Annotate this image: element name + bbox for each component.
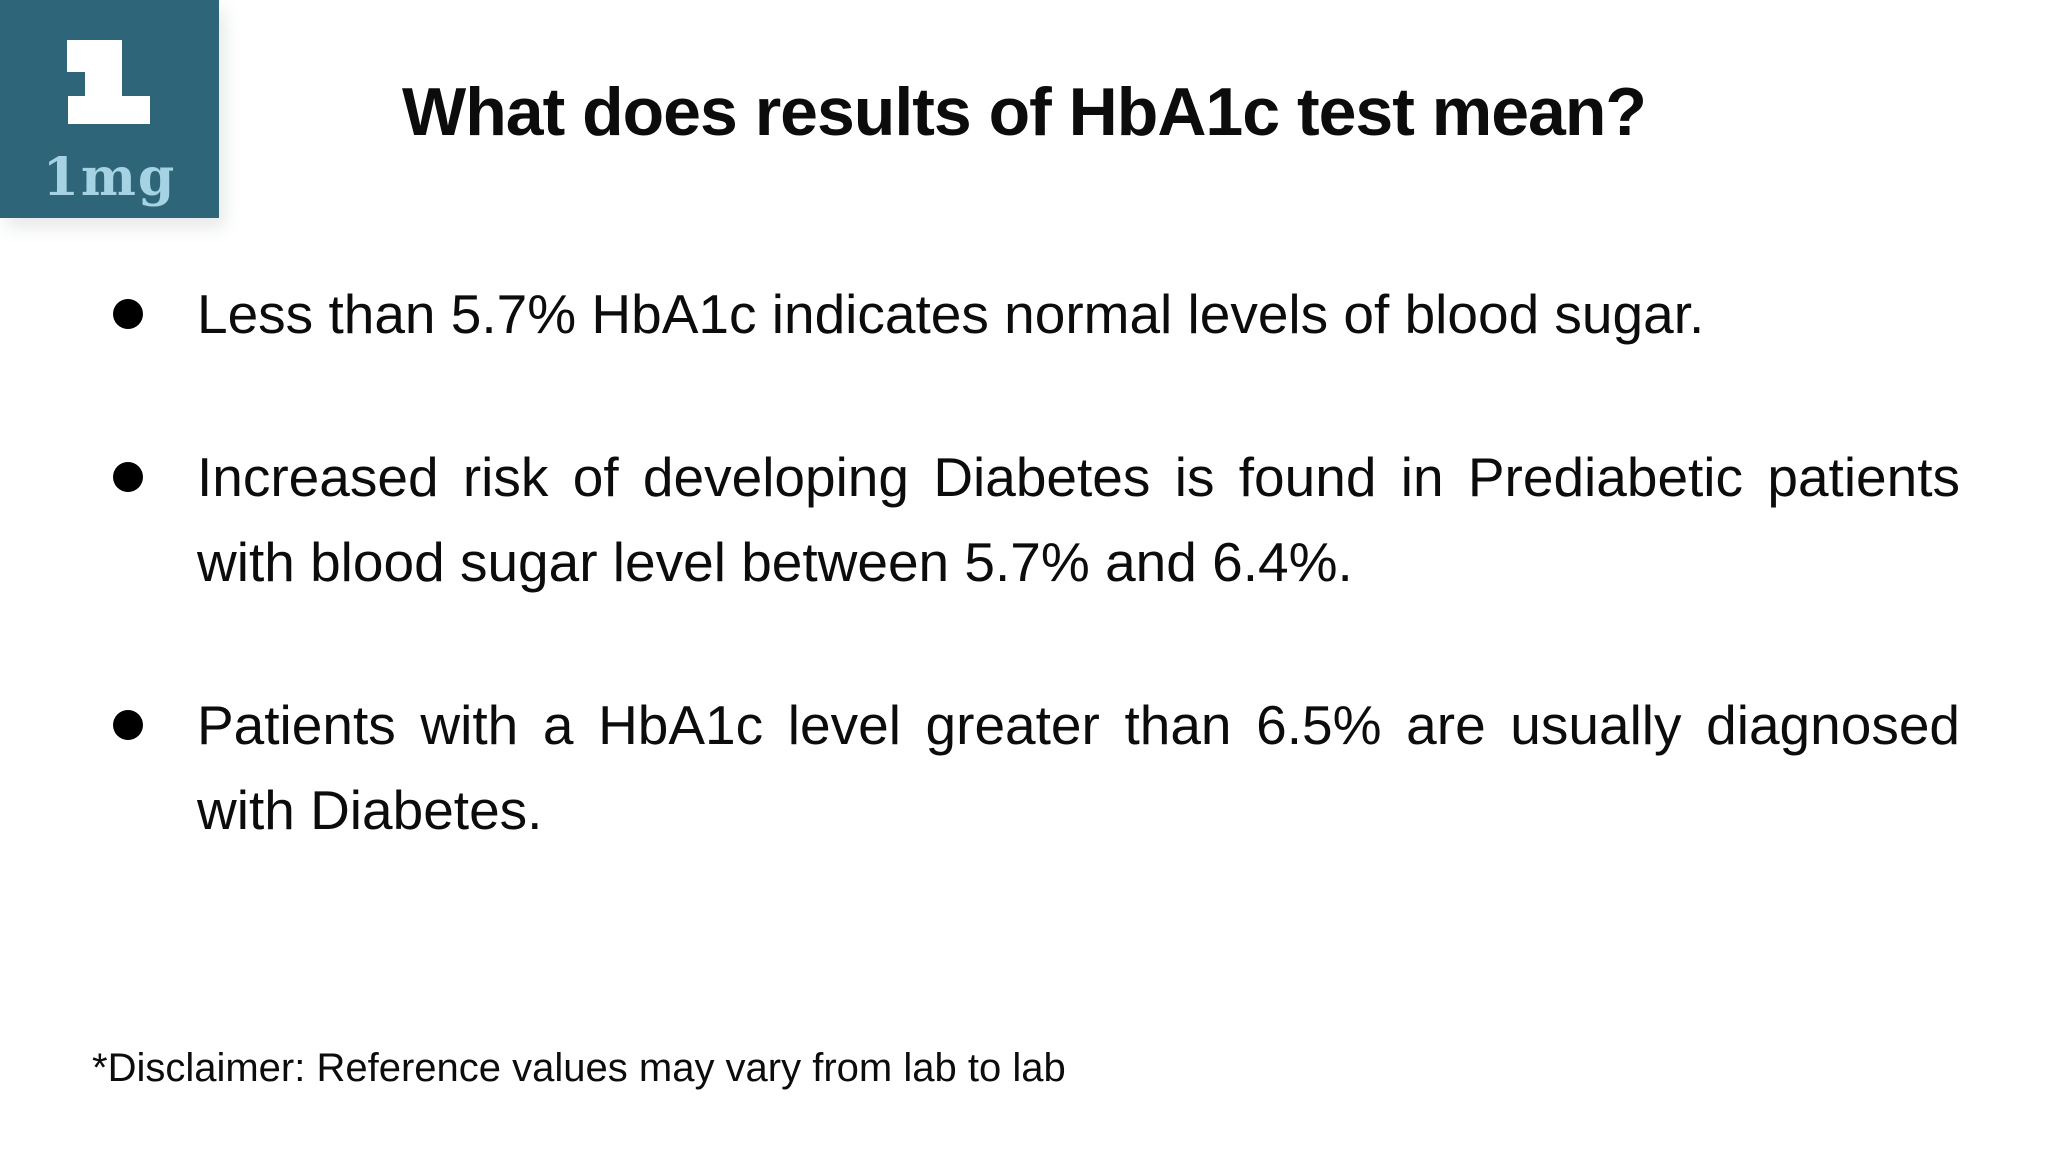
bullet-dot-icon [113,710,143,740]
bullet-item: Less than 5.7% HbA1c indicates normal le… [113,272,1960,357]
bullet-dot-icon [113,299,143,329]
bullet-dot-icon [113,462,143,492]
logo-wordmark: 1mg [42,147,177,208]
page-title: What does results of HbA1c test mean? [402,73,1647,150]
logo-digit-one-icon [67,40,150,124]
bullet-item: Increased risk of developing Diabetes is… [113,435,1960,605]
bullet-list: Less than 5.7% HbA1c indicates normal le… [113,272,1960,931]
1mg-logo: 1mg [0,0,219,218]
disclaimer-text: *Disclaimer: Reference values may vary f… [92,1046,1066,1090]
bullet-item: Patients with a HbA1c level greater than… [113,683,1960,853]
bullet-text: Less than 5.7% HbA1c indicates normal le… [197,283,1705,345]
bullet-text: Patients with a HbA1c level greater than… [197,694,1960,841]
bullet-text: Increased risk of developing Diabetes is… [197,446,1960,593]
